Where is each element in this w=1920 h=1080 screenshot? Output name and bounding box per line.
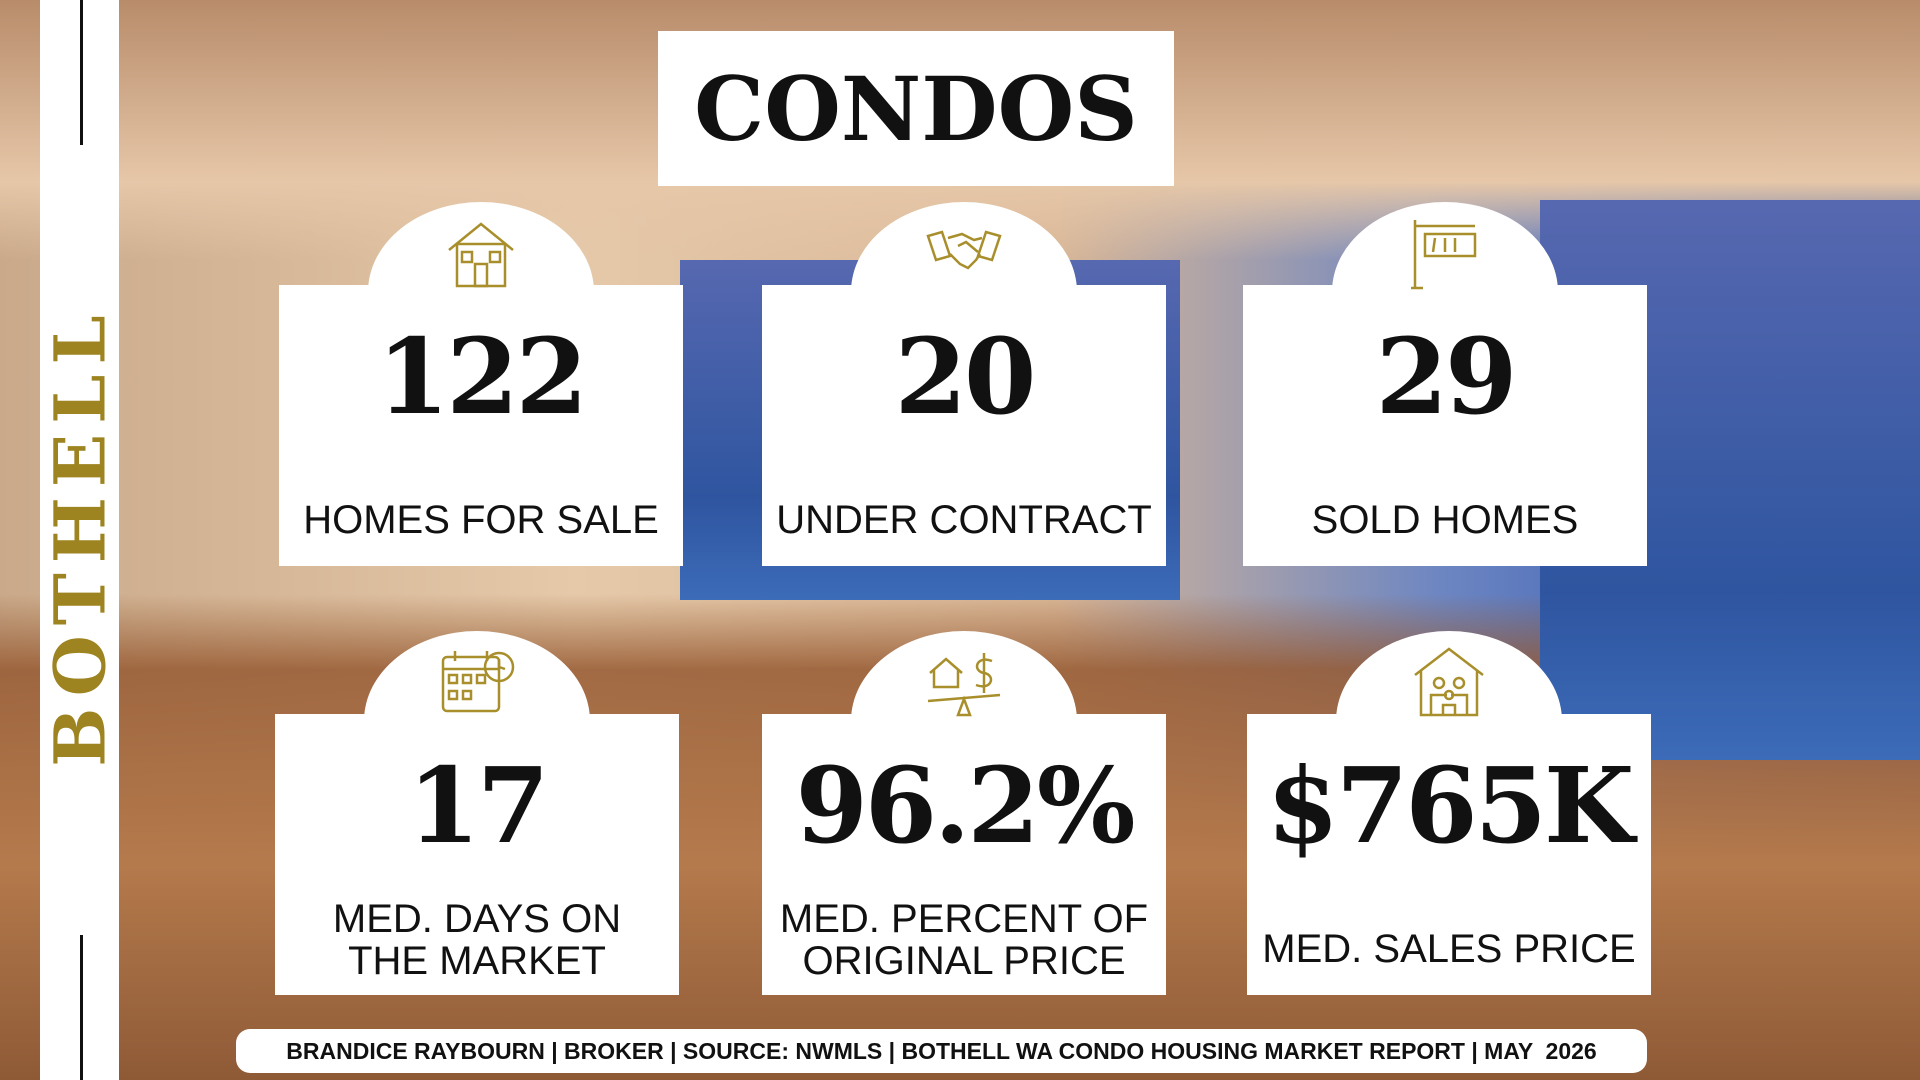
- label-line: UNDER CONTRACT: [776, 498, 1152, 542]
- label-line: HOMES FOR SALE: [303, 498, 659, 542]
- icon: [1411, 220, 1477, 290]
- sidebar-title: BOTHELL: [38, 305, 122, 767]
- footer-text: BRANDICE RAYBOURN | BROKER | SOURCE: NWM…: [286, 1037, 1597, 1064]
- stat-value: 20: [894, 315, 1037, 438]
- icon: [926, 230, 1002, 270]
- icon: [1414, 647, 1484, 717]
- stat-card: 29 SOLD HOMES: [1243, 202, 1647, 566]
- label-line: ORIGINAL PRICE: [802, 939, 1126, 983]
- stat-card: 122 HOMES FOR SALE: [279, 202, 683, 566]
- label-line: MED. DAYS ON: [332, 897, 622, 941]
- sidebar: BOTHELL: [38, 0, 122, 1080]
- footer: BRANDICE RAYBOURN | BROKER | SOURCE: NWM…: [236, 1029, 1647, 1073]
- divider: [80, 935, 83, 1080]
- stat-card: $765K MED. SALES PRICE: [1247, 631, 1651, 995]
- stat-label: MED. SALES PRICE: [1247, 928, 1651, 970]
- label-line: THE MARKET: [348, 939, 606, 983]
- stat-label: MED. PERCENT OF ORIGINAL PRICE: [762, 898, 1166, 982]
- stat-card: 96.2% MED. PERCENT OF ORIGINAL PRICE: [762, 631, 1166, 995]
- stat-value: 96.2%: [795, 744, 1135, 867]
- stat-value: 29: [1375, 315, 1518, 438]
- stat-label: SOLD HOMES: [1243, 499, 1647, 541]
- stat-card: 17 MED. DAYS ON THE MARKET: [275, 631, 679, 995]
- stat-label: HOMES FOR SALE: [279, 499, 683, 541]
- stat-label: UNDER CONTRACT: [762, 499, 1166, 541]
- label-line: SOLD HOMES: [1311, 498, 1579, 542]
- title: CONDOS: [694, 56, 1138, 161]
- stat-value: 122: [376, 315, 588, 438]
- icon: [927, 653, 1001, 717]
- icon: [441, 651, 515, 713]
- divider: [80, 0, 83, 145]
- stat-label: MED. DAYS ON THE MARKET: [275, 898, 679, 982]
- icon: [448, 222, 514, 288]
- stat-card: 20 UNDER CONTRACT: [762, 202, 1166, 566]
- title-box: CONDOS: [658, 31, 1174, 186]
- label-line: MED. PERCENT OF: [779, 897, 1149, 941]
- stat-value: 17: [407, 744, 550, 867]
- stat-value: $765K: [1266, 744, 1635, 867]
- label-line: MED. SALES PRICE: [1262, 927, 1636, 971]
